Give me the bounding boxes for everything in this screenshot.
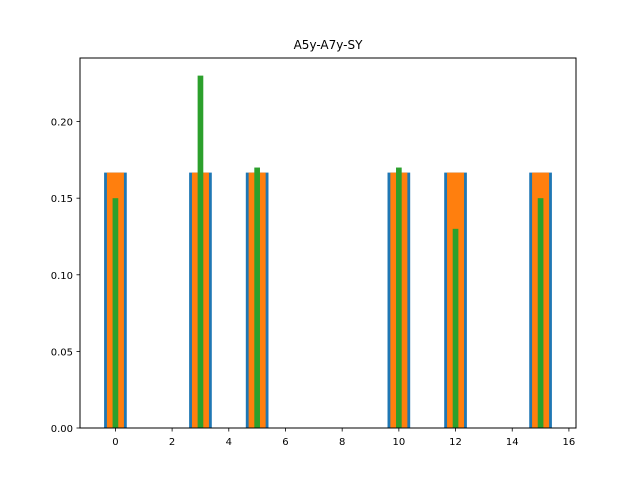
bars-layer — [104, 75, 552, 429]
axes-layer: 0 2 4 6 8 10 12 14 16 0.00 0.05 0.10 0.15 0.20 — [51, 118, 576, 448]
x-tick-label: 6 — [282, 437, 288, 448]
bar-series-3-x-5 — [254, 167, 260, 429]
plot-frame — [79, 57, 577, 429]
x-tick-label: 0 — [112, 437, 118, 448]
x-tick-label: 4 — [226, 437, 232, 448]
x-tick-label: 2 — [169, 437, 175, 448]
x-tick-label: 8 — [339, 437, 345, 448]
bar-series-3-x-12 — [452, 228, 459, 428]
chart-title: A5y-A7y-SY — [294, 38, 363, 52]
y-tick-label: 0.20 — [51, 118, 73, 129]
x-tick-label: 10 — [392, 437, 405, 448]
bar-series-3-x-3 — [197, 75, 204, 428]
y-tick-label: 0.10 — [51, 271, 73, 282]
bar-series-3-x-0 — [112, 198, 119, 428]
y-tick-label: 0.00 — [51, 424, 73, 435]
bar-series-3-x-15 — [537, 198, 544, 428]
y-tick-label: 0.15 — [51, 194, 73, 205]
x-tick-label: 14 — [506, 437, 519, 448]
x-tick-label: 16 — [563, 437, 576, 448]
bar-series-3-x-10 — [396, 167, 402, 429]
x-tick-label: 12 — [449, 437, 462, 448]
y-tick-label: 0.05 — [51, 347, 73, 358]
